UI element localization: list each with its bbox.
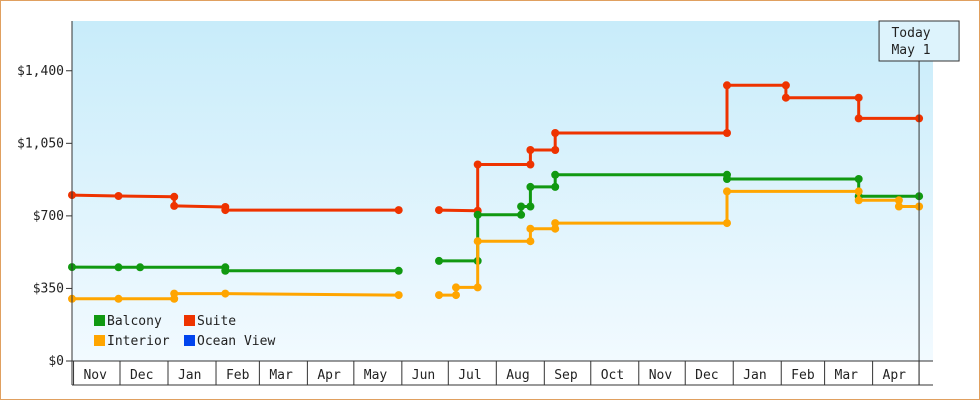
data-point [136,263,145,272]
y-tick-label: $1,050 [17,136,64,151]
data-point [114,294,123,303]
data-point [781,81,790,90]
data-point [723,81,731,90]
data-point [114,192,123,200]
data-point [723,129,731,137]
data-point [435,256,443,265]
data-point [170,289,179,298]
legend-item-interior: Interior [94,334,170,349]
x-tick-label: Dec [130,368,153,383]
series-suite [68,81,924,215]
legend-item-suite: Suite [184,314,236,329]
x-tick-label: Jan [743,368,766,383]
legend-item-balcony: Balcony [94,314,162,329]
today-date: May 1 [891,43,930,58]
data-point [723,175,731,183]
data-point [517,210,526,219]
data-point [854,114,863,123]
legend-label: Balcony [107,314,162,329]
series-line [438,83,920,213]
data-point [221,266,230,275]
x-tick-label: Mar [835,368,859,383]
x-tick-label: Oct [601,368,624,383]
data-point [394,206,403,215]
data-point [551,224,560,233]
data-point [854,196,863,205]
today-marker: Today May 1 [878,20,960,385]
data-point [526,202,535,211]
legend-swatch [184,315,195,326]
data-point [452,283,460,292]
data-point [221,206,230,215]
x-tick-label: Jun [412,368,435,383]
data-point [551,146,560,154]
data-point [473,210,482,219]
y-tick-label: $700 [33,209,64,224]
legend: Balcony Suite Interior Ocean View [94,314,275,349]
x-tick-label: Feb [791,368,815,383]
x-tick-label: Sep [554,368,578,383]
data-point [723,219,731,228]
x-tick-label: Apr [317,368,341,383]
data-point [781,93,790,102]
data-point [551,129,560,137]
x-tick-label: May [364,368,388,383]
series-line [71,265,399,273]
data-point [526,224,535,233]
x-tick-label: Jul [458,368,481,383]
data-point [170,201,179,210]
data-point [435,291,443,300]
data-point [394,291,403,300]
legend-label: Suite [197,314,236,329]
data-point [854,93,863,102]
data-point [221,289,230,298]
data-point [473,160,482,169]
data-point [114,263,123,272]
data-point [394,266,403,275]
data-point [551,182,560,191]
data-point [894,202,903,211]
data-point [170,192,179,201]
data-point [473,283,482,292]
data-point [854,175,863,183]
y-tick-label: $1,400 [17,64,64,79]
x-tick-label: Jan [178,368,201,383]
y-tick-label: $0 [48,354,64,369]
x-tick-label: Aug [506,368,529,383]
data-point [551,170,560,179]
data-point [526,160,535,169]
x-tick-label: Nov [83,368,107,383]
series-line [439,173,920,263]
data-point [854,187,863,196]
legend-swatch [184,335,195,346]
legend-label: Interior [107,334,170,349]
data-point [526,182,535,191]
data-point [894,196,903,205]
today-label: Today [891,26,930,41]
legend-label: Ocean View [197,334,275,349]
series-layer [68,81,924,303]
today-box [878,20,960,62]
legend-swatch [94,335,105,346]
data-point [526,146,535,154]
legend-swatch [94,315,105,326]
y-tick-label: $350 [33,281,64,296]
data-point [723,187,731,196]
x-tick-label: Feb [226,368,250,383]
x-tick-label: Dec [695,368,718,383]
data-point [452,291,460,300]
data-point [517,202,526,211]
x-tick-label: Mar [269,368,293,383]
legend-item-ocean-view: Ocean View [184,334,275,349]
data-point [435,206,443,215]
data-point [551,219,560,228]
data-point [473,237,482,246]
data-point [526,237,535,246]
x-tick-label: Apr [883,368,907,383]
series-balcony [68,170,924,275]
x-tick-label: Nov [649,368,673,383]
series-interior [68,187,924,303]
